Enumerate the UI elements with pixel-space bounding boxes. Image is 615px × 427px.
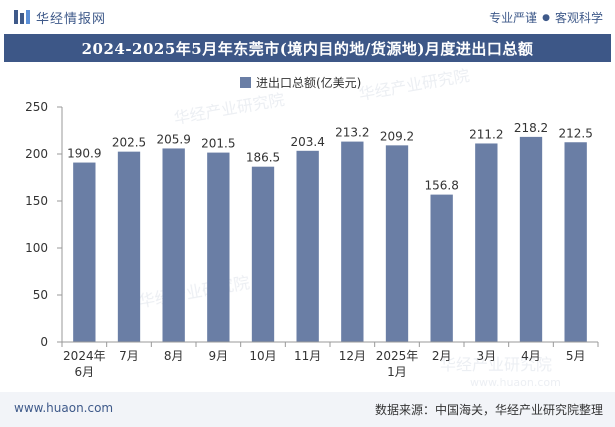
x-tick-label: 9月 <box>209 349 229 363</box>
x-tick-label: 8月 <box>164 349 184 363</box>
y-tick-label: 100 <box>25 241 48 255</box>
watermark-text: 华经产业研究院 <box>137 273 251 311</box>
bars: 190.9 202.5 205.9 201.5 186.5 203.4 213.2 209.2… <box>67 121 593 342</box>
x-tick-label: 2024年 6月 <box>63 349 106 379</box>
huajing-logo-icon <box>14 10 30 24</box>
bar <box>296 150 319 342</box>
y-tick-label: 250 <box>25 100 48 114</box>
legend: 进出口总额(亿美元) <box>240 75 361 90</box>
brand-name: 华经情报网 <box>36 11 107 27</box>
data-label: 212.5 <box>558 126 592 140</box>
data-label: 186.5 <box>246 151 280 165</box>
y-tick-label: 200 <box>25 147 48 161</box>
y-tick-label: 0 <box>40 335 48 349</box>
brand[interactable]: 华经情报网 <box>14 8 107 27</box>
separator-dot-icon: ● <box>542 12 550 23</box>
x-tick-label: 2月 <box>432 349 452 363</box>
bar <box>207 152 230 342</box>
data-label: 190.9 <box>67 147 101 161</box>
x-axis: 2024年 6月 7月 8月 9月 10月 11月 12月 2025年 1月 2月 3月 4月 5月 <box>61 341 599 379</box>
data-label: 218.2 <box>514 121 548 135</box>
data-label: 201.5 <box>201 137 235 151</box>
data-label: 202.5 <box>112 136 146 150</box>
data-label: 213.2 <box>335 126 369 140</box>
legend-swatch <box>240 77 251 88</box>
bar-chart: 华经产业研究院 华经产业研究院 华经产业研究院 华经产业研究院 www.huao… <box>25 66 599 389</box>
y-tick-label: 50 <box>33 288 48 302</box>
bar <box>73 162 96 342</box>
chart-area: 华经产业研究院 华经产业研究院 华经产业研究院 华经产业研究院 www.huao… <box>0 62 615 392</box>
bar <box>117 151 141 342</box>
x-tick-label: 11月 <box>294 349 321 363</box>
data-label: 203.4 <box>290 135 324 149</box>
watermark-text: 华经产业研究院 <box>172 90 286 128</box>
x-tick-label: 2025年 1月 <box>376 349 419 379</box>
bar <box>385 145 409 342</box>
chart-title: 2024-2025年5月年东莞市(境内目的地/货源地)月度进出口总额 <box>81 39 534 58</box>
data-label: 209.2 <box>380 129 414 143</box>
bar <box>341 141 364 342</box>
watermark-text: 华经产业研究院 <box>440 355 552 374</box>
y-axis: 0 50 100 150 200 250 <box>25 100 63 349</box>
website-link[interactable]: www.huaon.com <box>14 401 114 415</box>
legend-label: 进出口总额(亿美元) <box>256 75 361 90</box>
y-tick-label: 150 <box>25 194 48 208</box>
footer: www.huaon.com 数据来源：中国海关，华经产业研究院整理 <box>0 392 615 427</box>
bar <box>430 194 453 342</box>
x-tick-label: 7月 <box>119 349 139 363</box>
data-label: 205.9 <box>156 132 190 146</box>
watermark-url: www.huaon.com <box>470 376 561 389</box>
watermark-text: 华经产业研究院 <box>357 66 471 104</box>
slogan: 专业严谨 ● 客观科学 <box>489 9 603 26</box>
data-label: 156.8 <box>424 179 458 193</box>
bar <box>475 143 498 342</box>
title-bar: 2024-2025年5月年东莞市(境内目的地/货源地)月度进出口总额 <box>4 34 611 62</box>
slogan-left: 专业严谨 <box>489 11 538 25</box>
bar <box>519 136 543 342</box>
data-label: 211.2 <box>469 127 503 141</box>
slogan-right: 客观科学 <box>554 11 603 25</box>
x-tick-label: 3月 <box>477 349 497 363</box>
bar <box>564 142 587 342</box>
x-tick-label: 12月 <box>339 349 366 363</box>
x-tick-label: 10月 <box>249 349 276 363</box>
x-tick-label: 5月 <box>566 349 586 363</box>
bar <box>251 166 275 342</box>
x-tick-label: 4月 <box>521 349 541 363</box>
data-source: 数据来源：中国海关，华经产业研究院整理 <box>374 403 603 417</box>
bar <box>162 148 185 342</box>
top-bar: 华经情报网 专业严谨 ● 客观科学 <box>0 0 615 34</box>
